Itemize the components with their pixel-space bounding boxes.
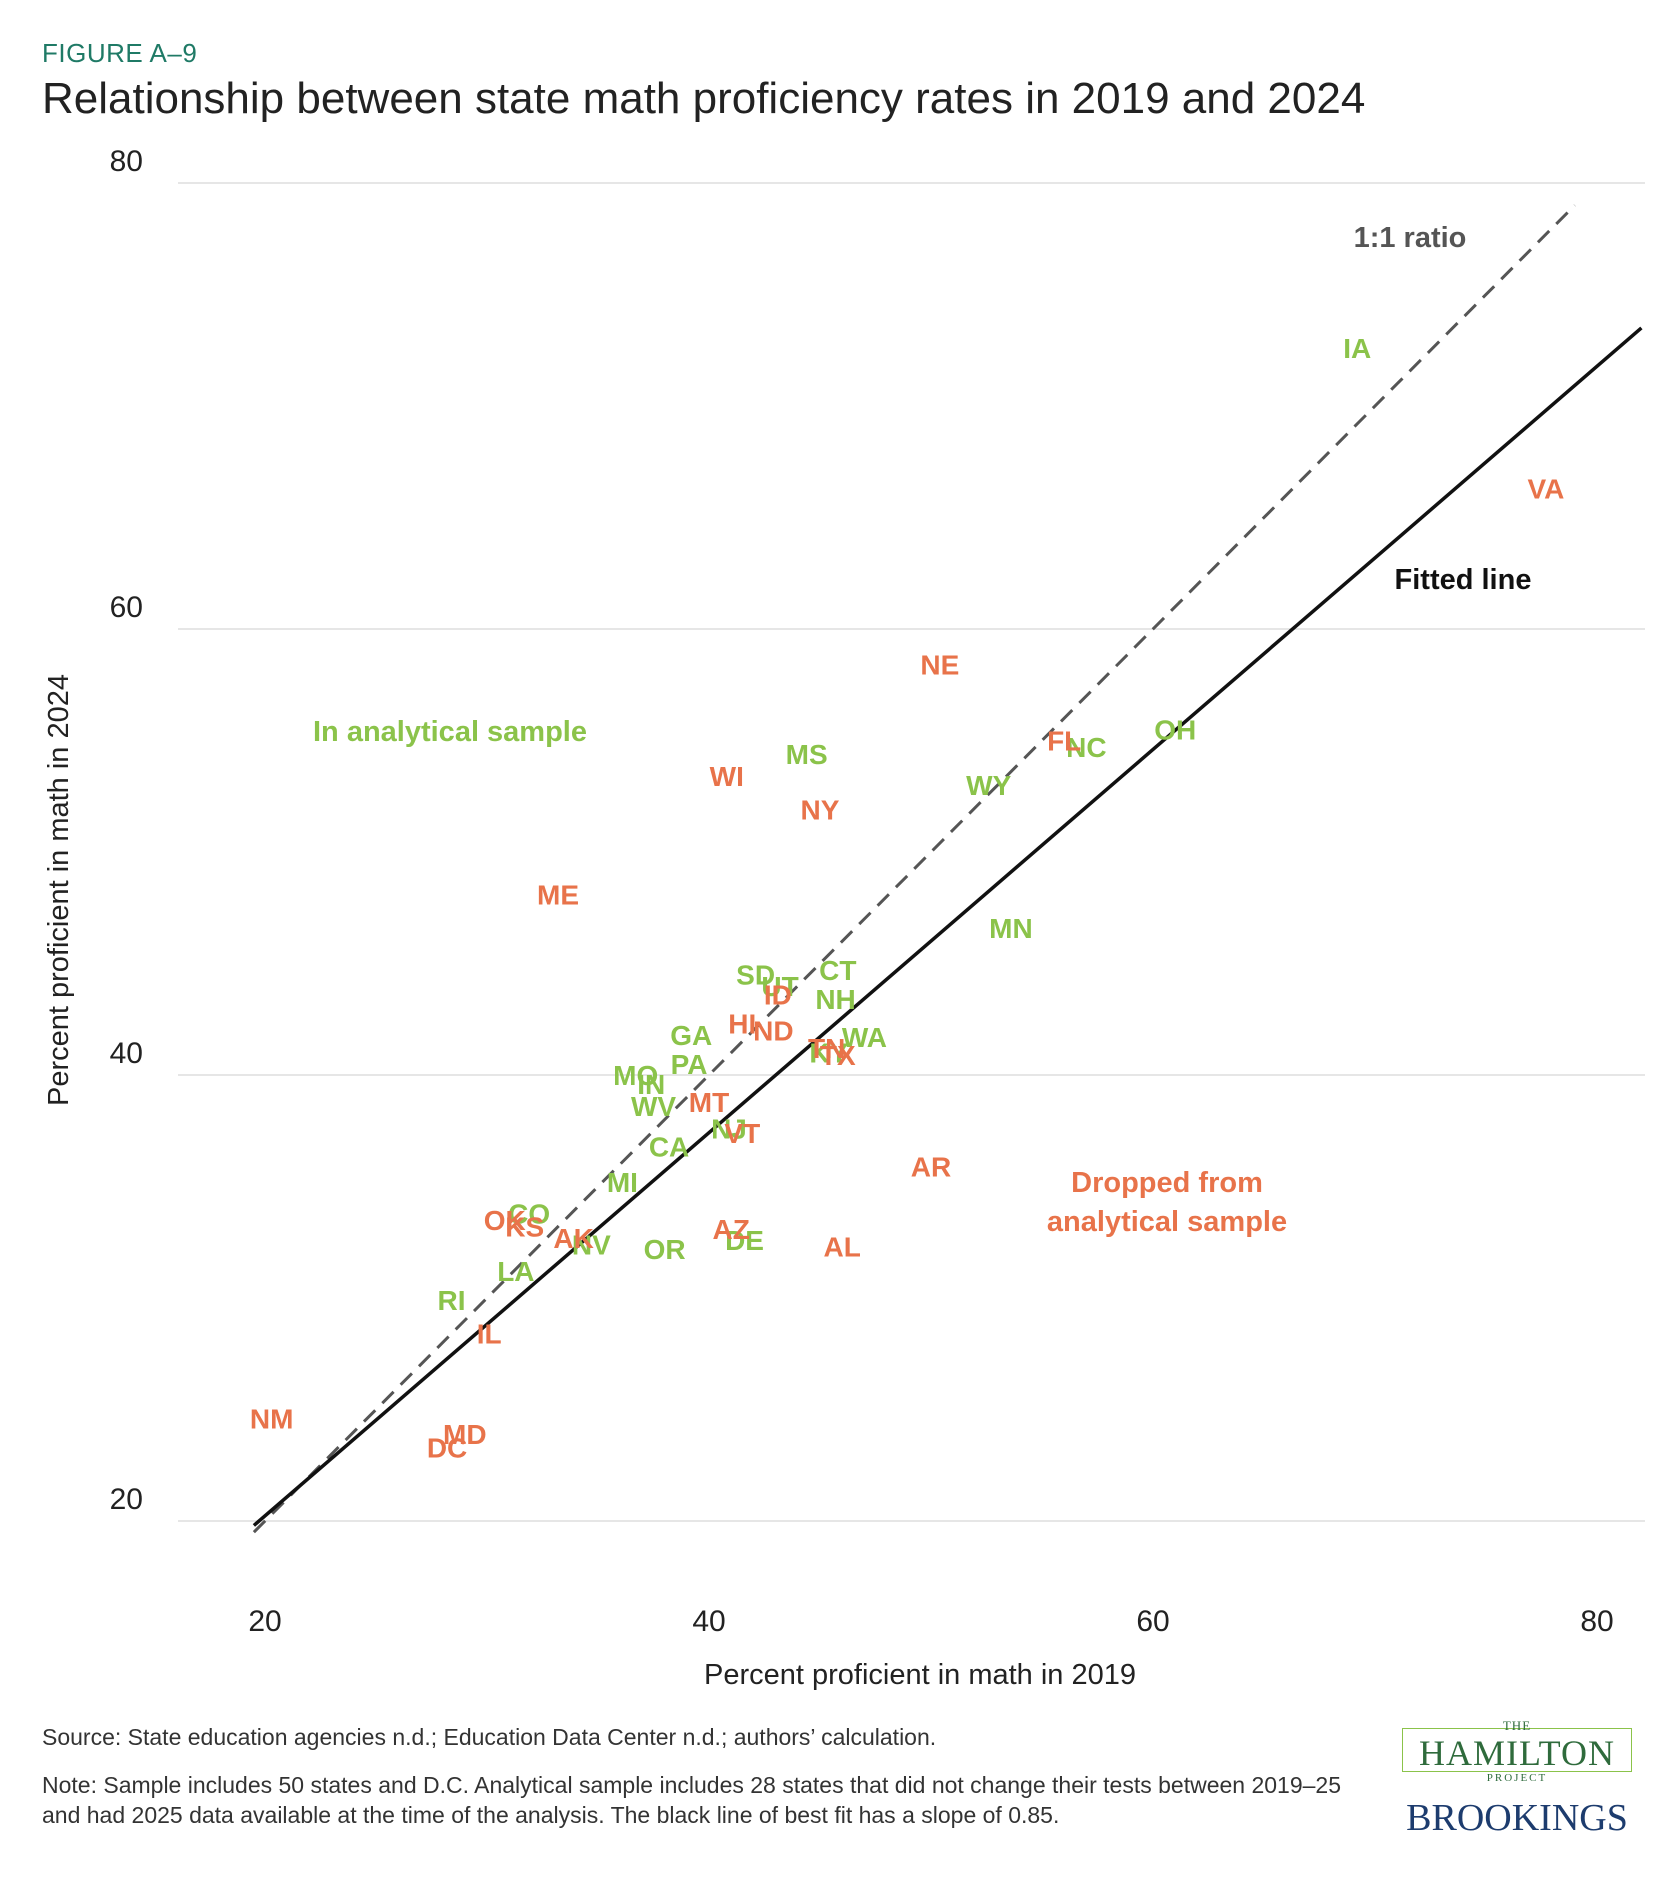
- state-label-id: ID: [764, 980, 792, 1011]
- state-label-pa: PA: [671, 1049, 708, 1080]
- state-label-ak: AK: [553, 1223, 593, 1254]
- state-label-sd: SD: [736, 960, 775, 991]
- state-label-wi: WI: [710, 761, 744, 792]
- source-note: Source: State education agencies n.d.; E…: [42, 1724, 937, 1750]
- ratio-annotation: 1:1 ratio: [1354, 222, 1467, 254]
- y-tick-label: 40: [110, 1037, 143, 1070]
- state-label-me: ME: [537, 879, 579, 910]
- footnote: Note: Sample includes 50 states and D.C.…: [42, 1772, 1342, 1828]
- state-label-vt: VT: [724, 1118, 760, 1149]
- y-tick-label: 60: [110, 591, 143, 624]
- state-label-mt: MT: [689, 1087, 729, 1118]
- state-label-ms: MS: [786, 739, 828, 770]
- state-label-oh: OH: [1154, 714, 1196, 745]
- in-sample-annotation: In analytical sample: [313, 716, 587, 748]
- x-tick-label: 40: [692, 1605, 725, 1638]
- fitted-line: [252, 326, 1643, 1527]
- state-label-de: DE: [725, 1225, 764, 1256]
- figure-label: FIGURE A–9: [42, 38, 198, 68]
- state-label-wa: WA: [842, 1022, 887, 1053]
- state-label-ar: AR: [911, 1151, 951, 1182]
- logo-hamilton: HAMILTON: [1418, 1733, 1615, 1773]
- grid-lines: [178, 182, 1645, 1522]
- y-tick-label: 20: [110, 1483, 143, 1516]
- dropped-annotation-line1: Dropped from: [1071, 1167, 1263, 1199]
- state-label-az: AZ: [713, 1214, 750, 1245]
- state-label-mo: MO: [613, 1060, 658, 1091]
- state-label-nm: NM: [250, 1403, 294, 1434]
- fitted-line-annotation: Fitted line: [1395, 564, 1532, 596]
- one-to-one-ratio-line: [252, 204, 1576, 1534]
- annotations: 1:1 ratio Fitted line In analytical sample…: [313, 222, 1531, 1238]
- state-label-ri: RI: [437, 1285, 465, 1316]
- logo-frame: [1402, 1728, 1632, 1772]
- state-label-ut: UT: [761, 971, 798, 1002]
- state-label-ga: GA: [670, 1020, 712, 1051]
- state-label-wv: WV: [631, 1091, 676, 1122]
- x-tick-label: 80: [1580, 1605, 1613, 1638]
- hamilton-project-logo: THE HAMILTON PROJECT: [1394, 1718, 1640, 1784]
- state-label-dc: DC: [427, 1432, 467, 1463]
- state-label-nv: NV: [572, 1229, 611, 1260]
- state-label-ne: NE: [920, 650, 959, 681]
- state-label-or: OR: [644, 1234, 686, 1265]
- state-label-ky: KY: [809, 1038, 848, 1069]
- y-tick-labels: 20 40 60 80: [110, 145, 143, 1516]
- x-tick-labels: 20 40 60 80: [248, 1605, 1613, 1638]
- trend-lines: [252, 204, 1643, 1534]
- state-label-nc: NC: [1066, 732, 1106, 763]
- y-axis-label: Percent proficient in math in 2024: [43, 674, 75, 1106]
- y-tick-label: 80: [110, 145, 143, 178]
- state-label-ok: OK: [484, 1205, 526, 1236]
- state-label-wy: WY: [966, 770, 1011, 801]
- state-label-hi: HI: [728, 1009, 756, 1040]
- dropped-annotation-line2: analytical sample: [1047, 1206, 1287, 1238]
- state-label-co: CO: [508, 1198, 550, 1229]
- logo-the: THE: [1502, 1718, 1532, 1733]
- chart-title: Relationship between state math proficie…: [42, 74, 1366, 123]
- state-label-mi: MI: [607, 1167, 638, 1198]
- state-label-nj: NJ: [711, 1114, 747, 1145]
- state-label-in: IN: [637, 1069, 665, 1100]
- state-label-mn: MN: [989, 913, 1033, 944]
- logo-project: PROJECT: [1486, 1772, 1548, 1784]
- state-label-md: MD: [443, 1419, 487, 1450]
- x-tick-label: 60: [1136, 1605, 1169, 1638]
- state-label-nh: NH: [815, 984, 855, 1015]
- state-label-tx: TX: [820, 1040, 856, 1071]
- state-label-fl: FL: [1047, 726, 1081, 757]
- state-label-ct: CT: [819, 955, 856, 986]
- state-label-nd: ND: [753, 1015, 793, 1046]
- state-label-al: AL: [824, 1232, 861, 1263]
- state-label-ks: KS: [505, 1212, 544, 1243]
- state-label-ia: IA: [1343, 333, 1371, 364]
- x-axis-label: Percent proficient in math in 2019: [704, 1659, 1136, 1691]
- state-label-il: IL: [477, 1319, 502, 1350]
- brookings-logo: BROOKINGS: [1406, 1797, 1628, 1839]
- state-label-ca: CA: [649, 1131, 689, 1162]
- state-label-va: VA: [1528, 474, 1565, 505]
- state-label-ny: NY: [801, 795, 840, 826]
- x-tick-label: 20: [248, 1605, 281, 1638]
- state-label-la: LA: [497, 1256, 534, 1287]
- state-label-tn: TN: [808, 1033, 845, 1064]
